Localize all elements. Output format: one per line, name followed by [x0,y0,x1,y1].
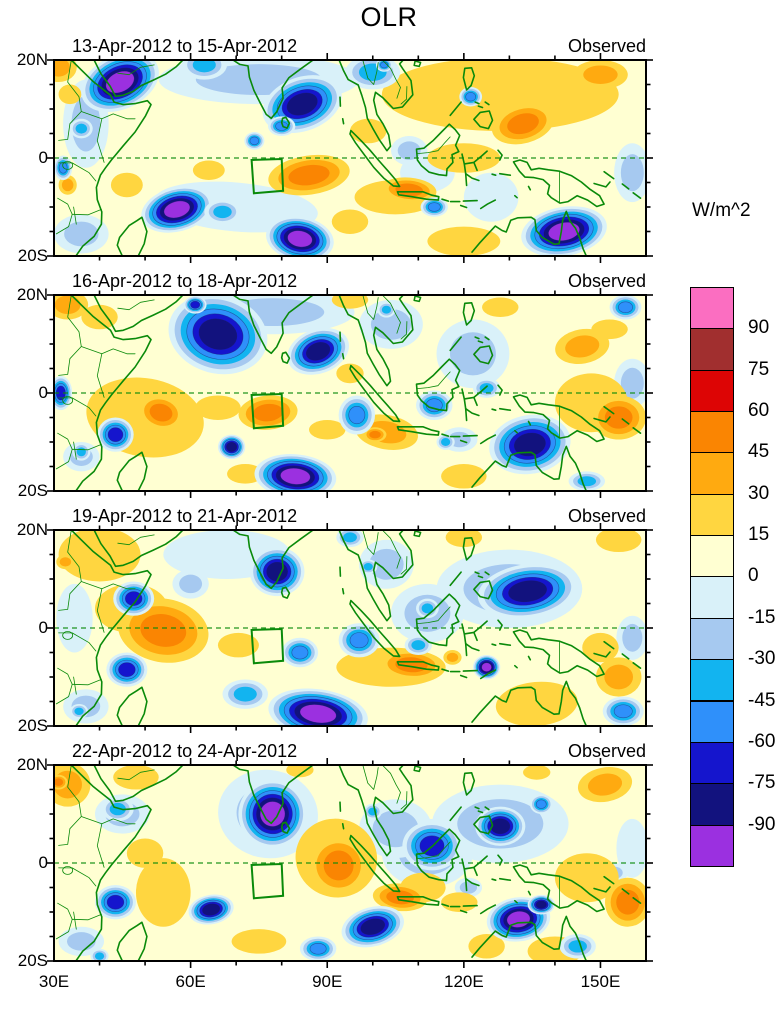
colorbar-band [690,741,734,785]
y-axis-label: 0 [38,383,48,402]
map-panel-4 [47,758,653,968]
panel-2-title: 16-Apr-2012 to 18-Apr-2012 [72,271,298,291]
colorbar-tick-label: -90 [748,813,776,835]
x-axis-label: 30E [38,972,70,991]
colorbar-tick-label: -30 [748,648,776,670]
y-axis-label: 20N [16,285,48,304]
panel-1-title: 13-Apr-2012 to 15-Apr-2012 [72,36,298,56]
colorbar-tick-label: 45 [748,441,770,463]
colorbar-band [690,369,734,413]
axis-ticks [47,53,653,263]
panel-3-observed-label: Observed [567,506,646,526]
index-region-box [250,627,285,665]
y-axis-label: 0 [38,618,48,637]
y-axis-label: 20S [17,716,48,735]
panel-3-title: 19-Apr-2012 to 21-Apr-2012 [72,506,298,526]
colorbar-tick-label: -75 [748,772,776,794]
colorbar-tick-label: 15 [748,524,770,546]
index-region-box [250,862,285,900]
colorbar-tick-label: 90 [748,317,770,339]
colorbar-tick-label: 60 [748,400,770,422]
coastlines [55,60,642,256]
contour-field [54,295,646,491]
y-axis-label: 20S [17,481,48,500]
colorbar-band [690,328,734,371]
panel-4-title: 22-Apr-2012 to 24-Apr-2012 [72,741,298,761]
colorbar-band [690,493,734,537]
index-region-box [250,392,285,430]
y-axis-label: 0 [38,853,48,872]
colorbar-band [690,576,734,619]
coastlines [55,295,642,491]
panel-1-observed-label: Observed [567,36,646,56]
coastlines [55,530,642,726]
y-axis-label: 20N [16,755,48,774]
x-axis-label: 90E [312,972,343,991]
y-axis-label: 0 [38,148,48,167]
colorbar-band [690,535,734,578]
figure-title: OLR [360,2,418,32]
axis-ticks [47,758,653,968]
panel-4-observed-label: Observed [567,741,646,761]
colorbar-band [690,659,734,702]
index-region-box [250,157,285,195]
y-axis-label: 20N [16,520,48,539]
axis-ticks [47,288,653,498]
colorbar-band [690,824,734,867]
colorbar-tick-label: -15 [748,606,776,628]
colorbar-tick-label: -60 [748,730,776,752]
colorbar-band [690,783,734,826]
x-axis-label: 60E [175,972,206,991]
y-axis-label: 20S [17,246,48,265]
colorbar-band [690,700,734,743]
colorbar-unit-label: W/m^2 [692,200,751,221]
axis-ticks [47,523,653,733]
colorbar-band [690,287,734,330]
y-axis-label: 20N [16,50,48,69]
colorbar-tick-label: -45 [748,689,776,711]
x-axis-label: 120E [443,972,484,991]
colorbar-tick-label: 75 [748,358,770,380]
coastlines [55,765,642,961]
x-axis-label: 150E [580,972,621,991]
colorbar-tick-label: 30 [748,482,770,504]
colorbar-band [690,411,734,454]
colorbar-band [690,452,734,495]
colorbar-tick-label: 0 [748,565,759,587]
map-panel-3 [47,523,653,733]
y-axis-label: 20S [17,951,48,970]
map-panel-1 [47,53,653,263]
panel-2-observed-label: Observed [567,271,646,291]
map-panel-2 [47,288,653,498]
colorbar-band [690,617,734,661]
